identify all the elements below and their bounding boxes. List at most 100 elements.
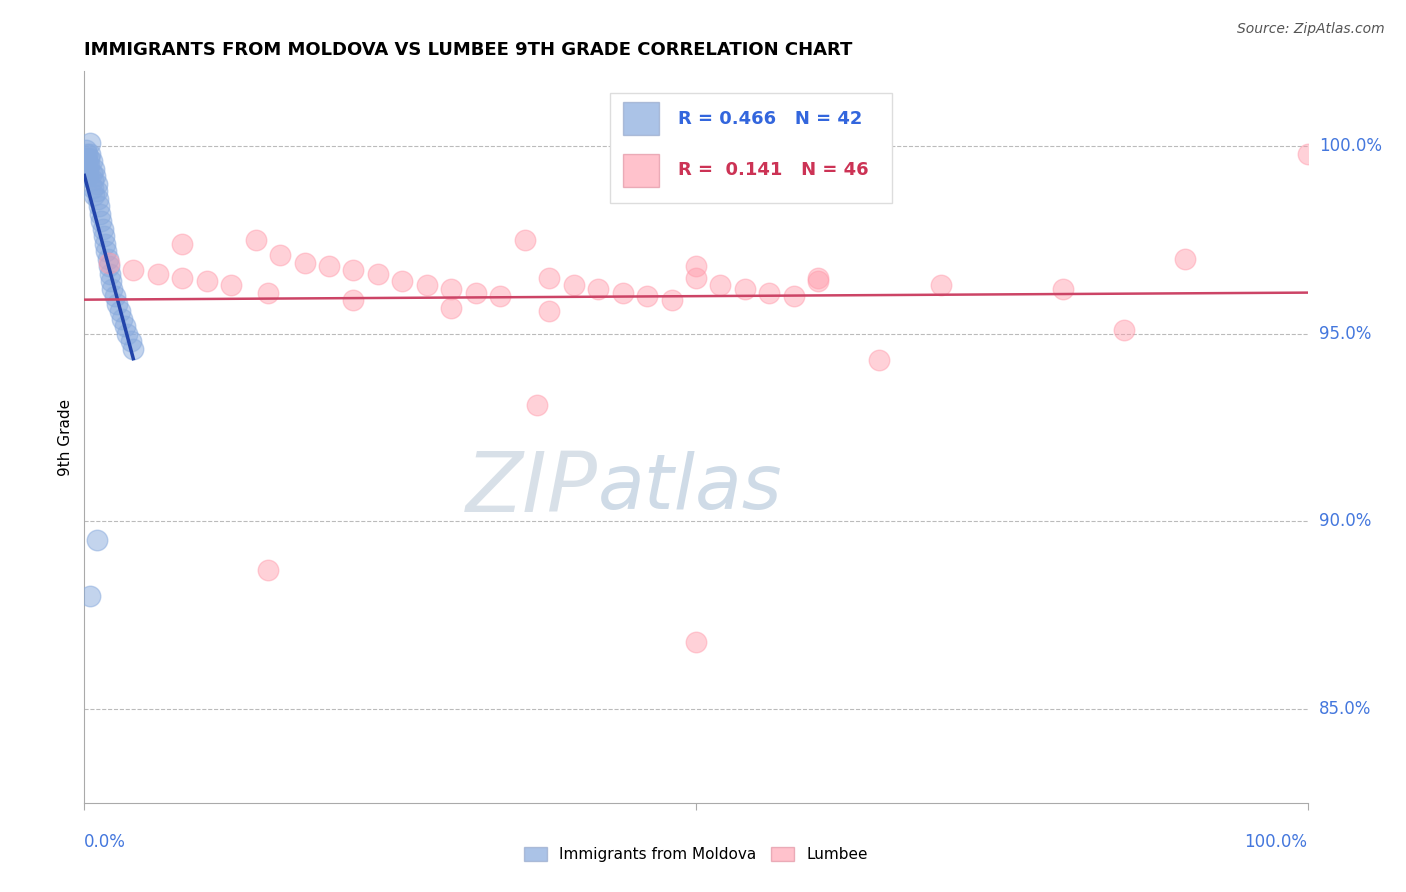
Point bbox=[77, 158, 100, 172]
Point bbox=[89, 207, 111, 221]
Point bbox=[245, 233, 267, 247]
FancyBboxPatch shape bbox=[623, 153, 659, 186]
Point bbox=[538, 304, 561, 318]
Point bbox=[111, 312, 134, 326]
Point bbox=[120, 334, 142, 349]
Point bbox=[294, 255, 316, 269]
Text: R = 0.466   N = 42: R = 0.466 N = 42 bbox=[678, 110, 862, 128]
Point bbox=[86, 177, 108, 191]
Point bbox=[661, 293, 683, 308]
Point bbox=[464, 285, 486, 300]
Point bbox=[929, 278, 952, 293]
Point bbox=[86, 533, 108, 548]
Point bbox=[75, 151, 97, 165]
Point bbox=[96, 244, 118, 259]
Text: atlas: atlas bbox=[598, 451, 783, 525]
Point bbox=[84, 169, 107, 184]
Point bbox=[114, 319, 136, 334]
Point bbox=[219, 278, 242, 293]
Point bbox=[416, 278, 439, 293]
Point bbox=[97, 255, 120, 269]
Point bbox=[105, 297, 128, 311]
Text: 100.0%: 100.0% bbox=[1244, 833, 1308, 851]
Point bbox=[115, 326, 138, 341]
Point bbox=[80, 154, 103, 169]
Point bbox=[1114, 323, 1136, 337]
Point bbox=[685, 260, 707, 274]
Point bbox=[734, 282, 756, 296]
Point bbox=[869, 353, 891, 368]
Point bbox=[75, 143, 97, 157]
Point bbox=[1052, 282, 1074, 296]
Point bbox=[87, 199, 110, 213]
Point bbox=[783, 289, 806, 303]
Point bbox=[586, 282, 609, 296]
Point bbox=[685, 270, 707, 285]
Text: 0.0%: 0.0% bbox=[84, 833, 127, 851]
Point bbox=[526, 398, 548, 412]
Point bbox=[709, 278, 731, 293]
Point bbox=[98, 267, 121, 281]
Point bbox=[97, 260, 120, 274]
Point bbox=[440, 301, 463, 315]
Point bbox=[101, 282, 124, 296]
Point bbox=[146, 267, 169, 281]
Point bbox=[83, 188, 105, 202]
Text: 90.0%: 90.0% bbox=[1319, 513, 1371, 531]
Point bbox=[685, 634, 707, 648]
Point bbox=[172, 236, 194, 251]
Point bbox=[94, 236, 117, 251]
Point bbox=[269, 248, 291, 262]
Point bbox=[77, 169, 100, 184]
Point bbox=[76, 154, 98, 169]
FancyBboxPatch shape bbox=[623, 102, 659, 135]
Point bbox=[257, 285, 280, 300]
Point bbox=[257, 563, 280, 577]
Point bbox=[807, 274, 830, 288]
Point bbox=[391, 274, 413, 288]
Point bbox=[76, 147, 98, 161]
Point bbox=[108, 304, 131, 318]
Point bbox=[79, 136, 101, 150]
Point bbox=[367, 267, 389, 281]
Point bbox=[80, 166, 103, 180]
Point bbox=[90, 214, 112, 228]
Point bbox=[100, 274, 122, 288]
Point bbox=[1174, 252, 1197, 266]
Text: 95.0%: 95.0% bbox=[1319, 325, 1371, 343]
Text: 85.0%: 85.0% bbox=[1319, 700, 1371, 718]
Text: Source: ZipAtlas.com: Source: ZipAtlas.com bbox=[1237, 22, 1385, 37]
Point bbox=[91, 222, 114, 236]
Point bbox=[342, 263, 364, 277]
Point bbox=[87, 192, 110, 206]
Legend: Immigrants from Moldova, Lumbee: Immigrants from Moldova, Lumbee bbox=[517, 841, 875, 868]
Point bbox=[86, 185, 108, 199]
Text: IMMIGRANTS FROM MOLDOVA VS LUMBEE 9TH GRADE CORRELATION CHART: IMMIGRANTS FROM MOLDOVA VS LUMBEE 9TH GR… bbox=[84, 41, 852, 59]
FancyBboxPatch shape bbox=[610, 94, 891, 203]
Point bbox=[122, 263, 145, 277]
Point bbox=[82, 173, 104, 187]
Point bbox=[538, 270, 561, 285]
Point bbox=[636, 289, 658, 303]
Point bbox=[93, 229, 115, 244]
Point bbox=[83, 161, 105, 176]
Text: 100.0%: 100.0% bbox=[1319, 137, 1382, 155]
Point bbox=[77, 151, 100, 165]
Point bbox=[1296, 147, 1319, 161]
Point bbox=[97, 252, 120, 266]
Point bbox=[489, 289, 512, 303]
Point bbox=[172, 270, 194, 285]
Point bbox=[318, 260, 340, 274]
Point bbox=[440, 282, 463, 296]
Point bbox=[562, 278, 585, 293]
Point bbox=[342, 293, 364, 308]
Point bbox=[807, 270, 830, 285]
Y-axis label: 9th Grade: 9th Grade bbox=[58, 399, 73, 475]
Text: ZIP: ZIP bbox=[467, 448, 598, 529]
Text: R =  0.141   N = 46: R = 0.141 N = 46 bbox=[678, 161, 869, 179]
Point bbox=[79, 590, 101, 604]
Point bbox=[104, 289, 127, 303]
Point bbox=[612, 285, 634, 300]
Point bbox=[77, 161, 100, 176]
Point bbox=[758, 285, 780, 300]
